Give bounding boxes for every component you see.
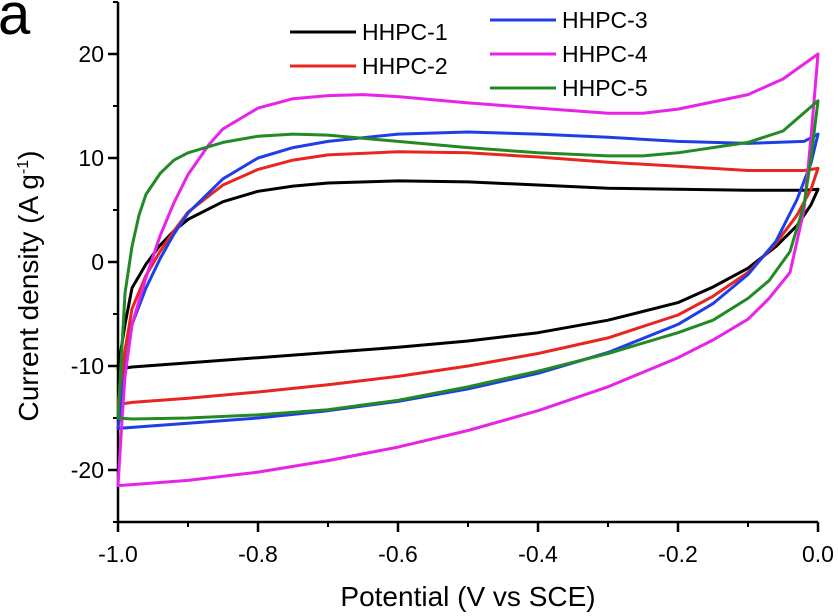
series-line-hhpc-3 xyxy=(116,130,820,430)
panel-label: a xyxy=(0,0,31,47)
series-line-hhpc-4 xyxy=(116,52,820,488)
legend-label: HHPC-3 xyxy=(562,7,648,33)
y-tick-label: -10 xyxy=(71,353,104,379)
x-tick-label: -0.8 xyxy=(238,541,278,567)
y-tick-label: 0 xyxy=(91,249,104,275)
x-tick-label: -0.4 xyxy=(518,541,558,567)
x-tick-label: 0.0 xyxy=(802,541,834,567)
legend-label: HHPC-2 xyxy=(362,53,448,79)
plot-frame xyxy=(116,2,818,524)
x-axis-title: Potential (V vs SCE) xyxy=(340,581,595,612)
series-line-hhpc-5 xyxy=(116,99,820,421)
legend-label: HHPC-5 xyxy=(562,75,648,101)
y-tick-label: 10 xyxy=(78,145,104,171)
y-axis-title: Current density (A g-1) xyxy=(13,150,44,421)
legend-label: HHPC-4 xyxy=(562,41,648,67)
x-tick-label: -0.6 xyxy=(378,541,418,567)
x-axis-ticks: -1.0 -0.8 -0.6 -0.4 -0.2 0.0 xyxy=(98,522,834,567)
x-tick-label: -1.0 xyxy=(98,541,138,567)
y-axis-title-main: Current density (A g xyxy=(13,174,44,421)
y-tick-label: -20 xyxy=(71,457,104,483)
y-axis-ticks: -20 -10 0 10 20 xyxy=(71,1,118,523)
legend: HHPC-1 HHPC-2 HHPC-3 HHPC-4 HHPC-5 xyxy=(290,7,648,101)
x-tick-label: -0.2 xyxy=(658,541,698,567)
legend-label: HHPC-1 xyxy=(362,19,448,45)
y-axis-title-superscript: -1 xyxy=(15,160,32,174)
y-axis-title-tail: ) xyxy=(13,150,44,159)
series-layer xyxy=(116,52,820,488)
y-tick-label: 20 xyxy=(78,41,104,67)
